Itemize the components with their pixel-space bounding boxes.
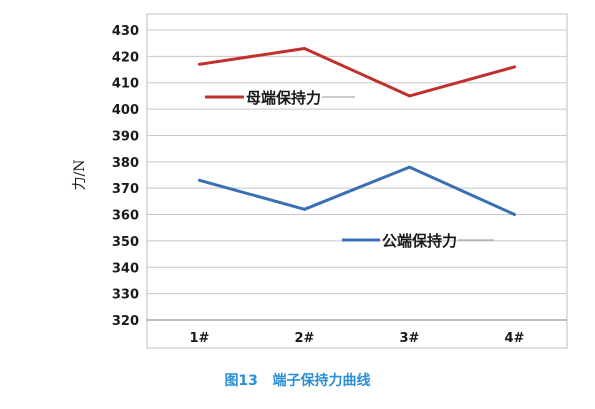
data-point-s2-3 bbox=[408, 165, 411, 169]
y-tick-label-380: 380 bbox=[112, 156, 139, 171]
y-tick-label-390: 390 bbox=[112, 129, 139, 144]
x-tick-label-4: 4# bbox=[505, 331, 525, 346]
data-point-s1-2 bbox=[303, 46, 306, 50]
y-tick-label-330: 330 bbox=[112, 288, 139, 303]
x-tick-labels: 1# 2# 3# 4# bbox=[190, 331, 525, 346]
y-tick-label-400: 400 bbox=[112, 103, 139, 118]
data-point-s1-3 bbox=[408, 94, 411, 98]
data-point-s2-4 bbox=[513, 213, 516, 217]
x-tick-label-1: 1# bbox=[190, 331, 210, 346]
series-line-2 bbox=[199, 165, 516, 216]
legend-label-male-series: 公端保持力 bbox=[382, 232, 457, 250]
gridlines bbox=[147, 29, 567, 321]
series-lines bbox=[198, 46, 516, 217]
x-tick-label-3: 3# bbox=[400, 331, 420, 346]
data-point-s2-1 bbox=[198, 178, 201, 182]
series-line-1 bbox=[199, 47, 515, 98]
y-tick-label-360: 360 bbox=[112, 209, 139, 224]
plot-frame bbox=[146, 13, 568, 349]
y-tick-label-320: 320 bbox=[112, 314, 139, 329]
data-point-s1-1 bbox=[198, 62, 201, 66]
legend-label-female-series: 母端保持力 bbox=[246, 89, 321, 107]
y-tick-label-350: 350 bbox=[112, 235, 139, 250]
y-tick-label-370: 370 bbox=[112, 182, 139, 197]
data-point-s2-2 bbox=[303, 207, 306, 211]
line-chart: 320 330 340 350 360 370 380 390 400 410 420 430 1# 2… bbox=[72, 13, 568, 349]
y-tick-labels: 320 330 340 350 360 370 380 390 400 410 420 430 bbox=[112, 24, 139, 329]
y-tick-label-420: 420 bbox=[112, 50, 139, 65]
figure-caption: 图13 端子保持力曲线 bbox=[224, 373, 371, 389]
y-axis-title: 力/N bbox=[72, 160, 88, 191]
y-tick-label-340: 340 bbox=[112, 261, 139, 276]
x-tick-label-2: 2# bbox=[295, 331, 315, 346]
y-tick-label-410: 410 bbox=[112, 77, 139, 92]
y-tick-label-430: 430 bbox=[112, 24, 139, 39]
data-point-s1-4 bbox=[513, 65, 516, 69]
